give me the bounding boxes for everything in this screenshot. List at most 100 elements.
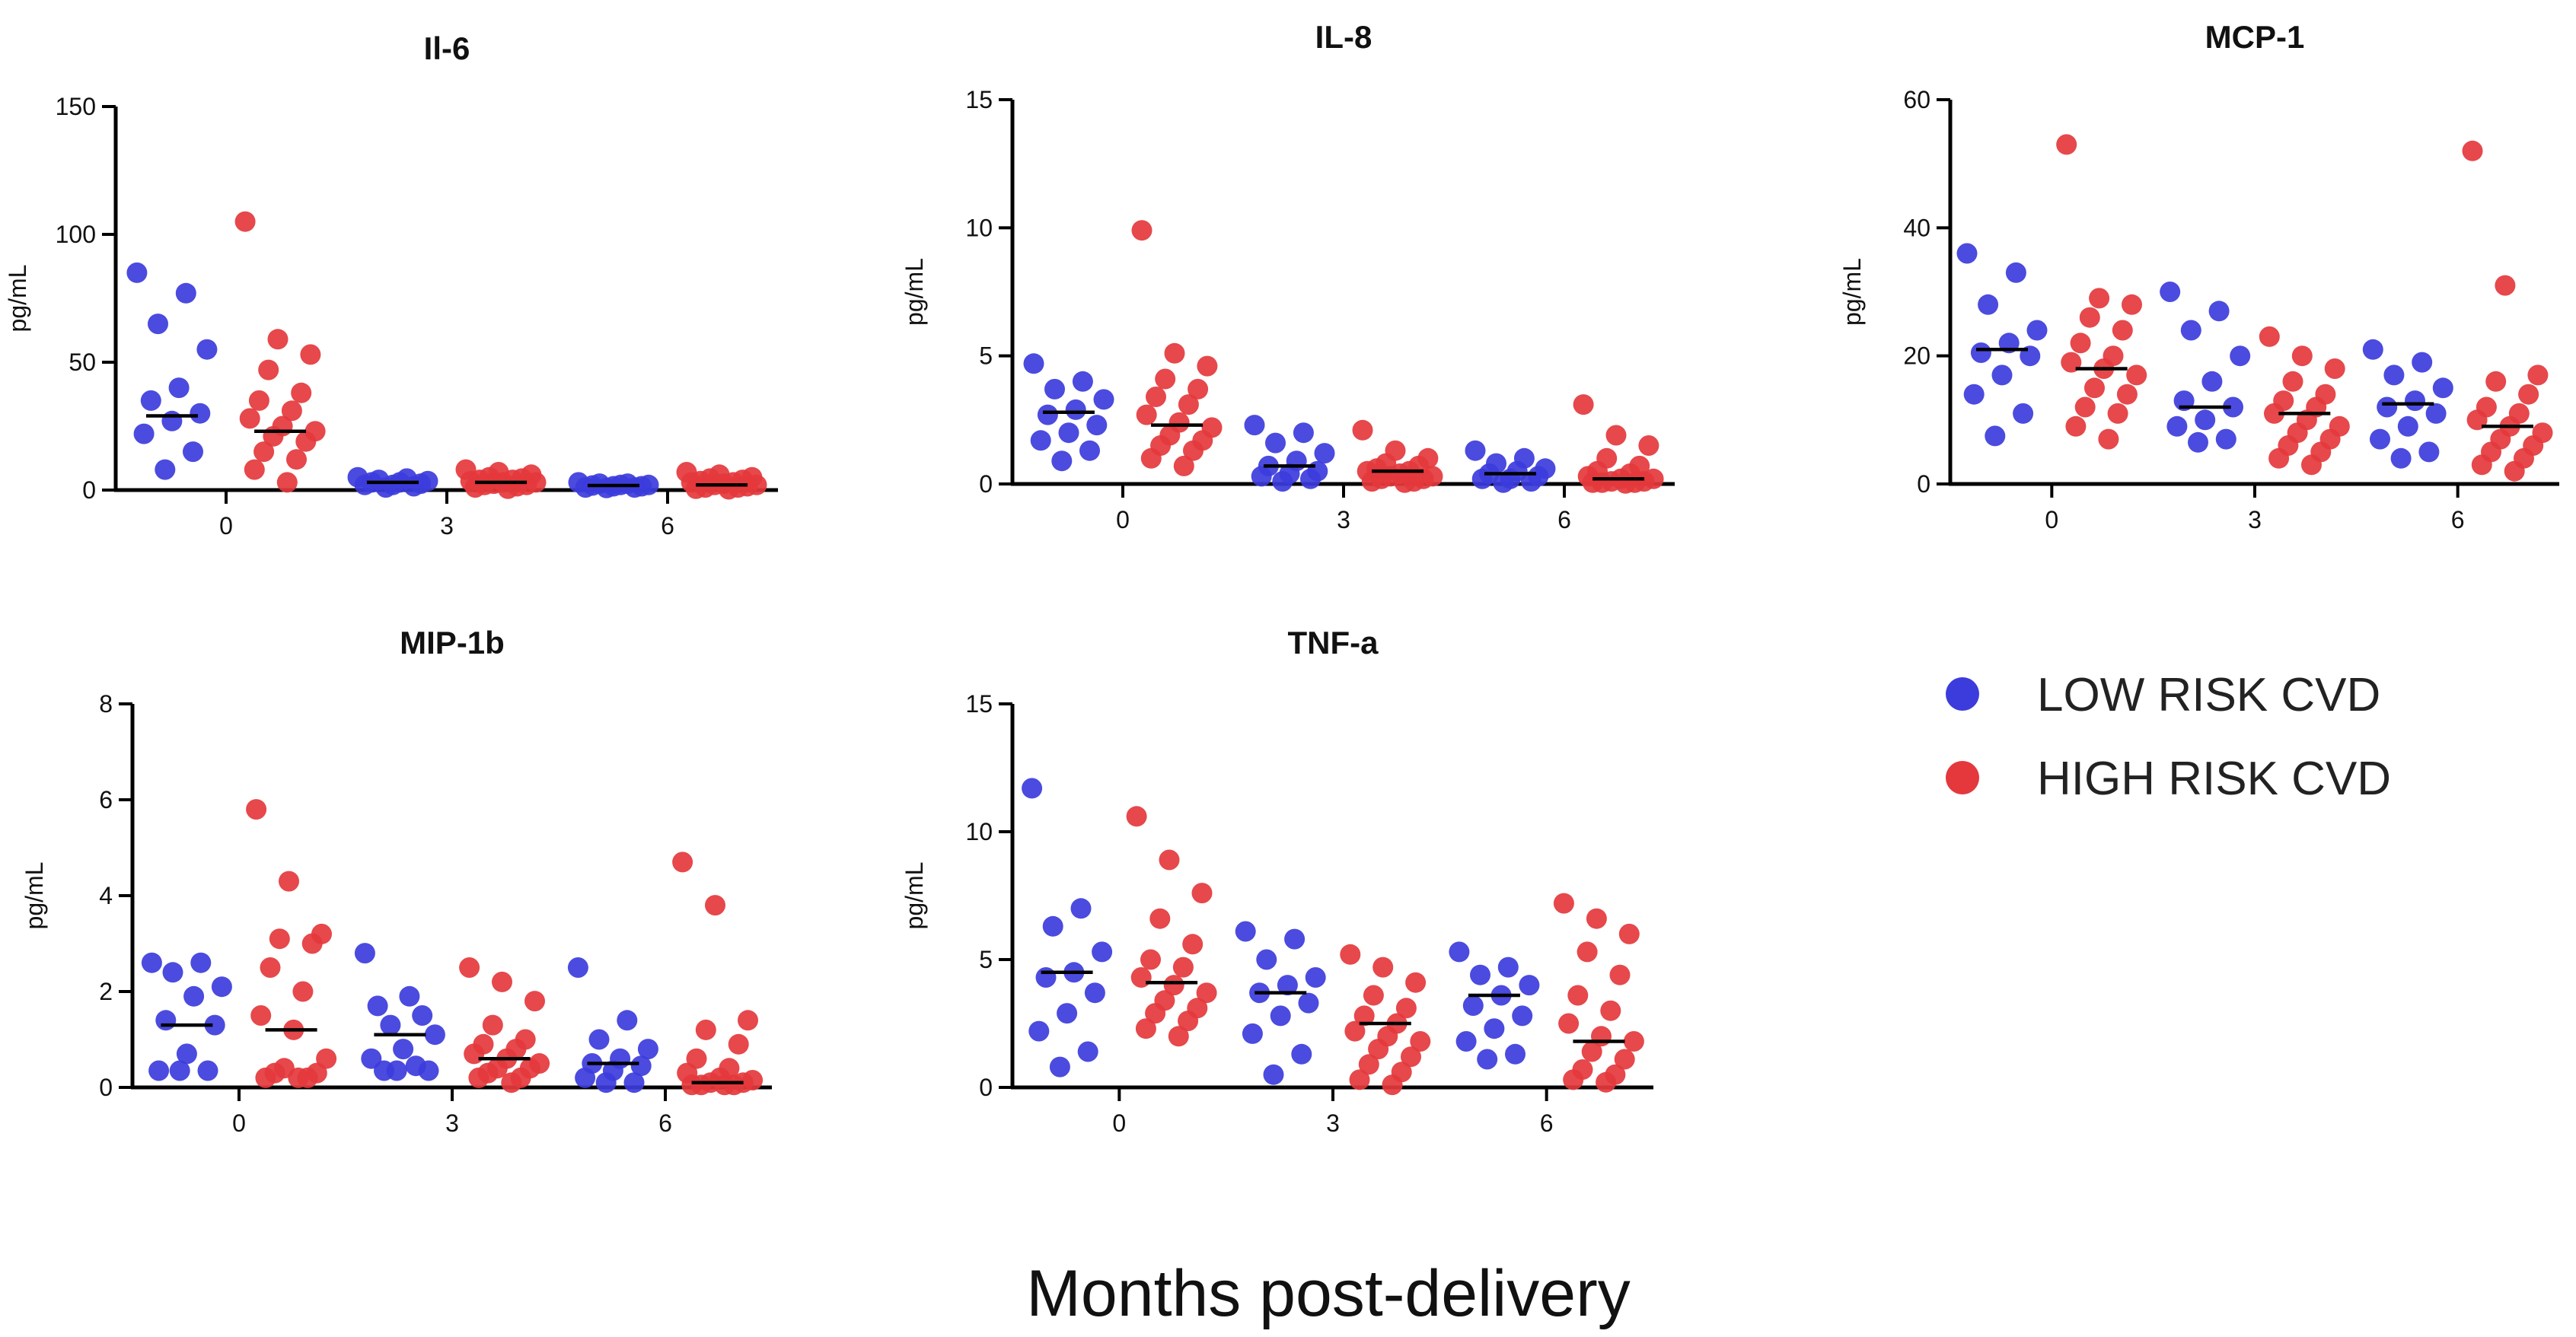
y-tick-label: 40 (1903, 214, 1930, 241)
data-point (492, 971, 512, 992)
data-point (1298, 992, 1319, 1014)
data-point (1263, 1064, 1284, 1085)
x-tick-label: 3 (1326, 1109, 1340, 1137)
y-tick-label: 15 (965, 690, 993, 718)
series-high-risk-cvd (1126, 806, 1644, 1096)
data-point (1368, 1039, 1389, 1060)
data-point (624, 477, 646, 498)
panel-mcp-1: MCP-1 pg/mL 0 20 40 60 0 3 6 (1838, 19, 2559, 533)
data-point (148, 1060, 170, 1081)
data-point (1079, 440, 1100, 461)
data-point (1086, 415, 1108, 436)
data-point (204, 1014, 225, 1036)
data-point (501, 1072, 522, 1093)
legend-marker-high-risk-icon (1946, 761, 1979, 794)
data-point (2412, 352, 2433, 373)
data-point (1256, 949, 1277, 970)
x-tick-label: 6 (1557, 506, 1571, 533)
data-point (2485, 371, 2507, 392)
data-point (2291, 345, 2313, 367)
x-tick-label: 0 (219, 512, 233, 540)
data-point (162, 962, 183, 983)
x-tick-label: 6 (1540, 1109, 1554, 1137)
x-tick-label: 6 (658, 1109, 672, 1137)
y-tick-label: 60 (1903, 86, 1930, 113)
data-point (2026, 320, 2048, 341)
data-point (714, 1074, 735, 1096)
data-point (403, 476, 425, 497)
data-point (1159, 849, 1180, 871)
data-point (2362, 339, 2383, 360)
data-point (681, 1074, 703, 1096)
data-point (1065, 399, 1086, 420)
data-point (2264, 403, 2284, 424)
data-point (1614, 1049, 1635, 1070)
data-point (292, 981, 314, 1002)
data-point (1126, 806, 1147, 827)
data-point (248, 390, 269, 411)
data-point (1363, 985, 1384, 1006)
x-tick-label: 0 (232, 1109, 246, 1137)
data-point (1340, 944, 1361, 965)
data-point (2188, 431, 2208, 453)
y-tick-label: 100 (56, 221, 96, 248)
data-point (1058, 422, 1079, 444)
data-point (1084, 982, 1105, 1004)
data-point (1182, 934, 1204, 955)
data-point (2370, 428, 2390, 450)
data-point (2126, 364, 2147, 386)
data-point (1484, 1018, 1505, 1039)
data-point (1092, 941, 1113, 963)
data-point (1188, 378, 1209, 400)
data-point (424, 1024, 445, 1046)
data-point (393, 1039, 414, 1060)
series-low-risk-cvd (141, 943, 658, 1093)
data-point (1136, 404, 1157, 425)
data-point (161, 410, 183, 431)
data-point (1963, 384, 1985, 405)
data-point (1178, 1011, 1199, 1032)
data-point (1401, 1046, 1421, 1068)
data-point (468, 1067, 489, 1088)
data-point (575, 1067, 596, 1088)
data-point (133, 423, 155, 444)
data-point (2215, 428, 2236, 450)
data-point (1168, 1026, 1189, 1047)
data-point (196, 339, 218, 360)
data-point (2084, 377, 2105, 399)
data-point (1140, 949, 1161, 970)
chart-title-il-6: Il-6 (424, 30, 470, 66)
x-tick-label: 6 (661, 512, 674, 540)
data-point (255, 1067, 276, 1088)
data-point (1623, 1031, 1644, 1052)
data-point (2160, 282, 2181, 302)
data-point (1455, 1031, 1477, 1052)
data-point (279, 871, 299, 892)
data-point (1558, 1013, 1580, 1034)
y-tick-label: 15 (965, 86, 993, 113)
data-point (418, 1060, 439, 1081)
data-point (1163, 975, 1184, 996)
data-point (1242, 1023, 1263, 1044)
data-point (1382, 1074, 1403, 1096)
data-point (1270, 1005, 1291, 1027)
legend: LOW RISK CVD HIGH RISK CVD (1946, 669, 2391, 805)
data-point (2425, 403, 2447, 424)
panel-il-8: IL-8 pg/mL 0 5 10 15 0 3 6 (901, 19, 1675, 533)
series-high-risk-cvd (2056, 134, 2553, 482)
data-point (2397, 415, 2418, 437)
data-point (1037, 404, 1058, 425)
data-point (1638, 435, 1659, 456)
x-tick-label: 0 (1116, 506, 1130, 533)
data-point (300, 344, 321, 365)
chart-title-il-8: IL-8 (1315, 19, 1372, 55)
data-point (1449, 941, 1470, 963)
data-point (399, 985, 420, 1007)
data-point (2074, 396, 2096, 418)
data-point (1618, 923, 1640, 944)
data-point (2107, 403, 2128, 424)
data-point (1505, 1043, 1526, 1065)
data-point (1465, 440, 1486, 461)
data-point (1985, 425, 2006, 447)
data-point (176, 1043, 197, 1065)
